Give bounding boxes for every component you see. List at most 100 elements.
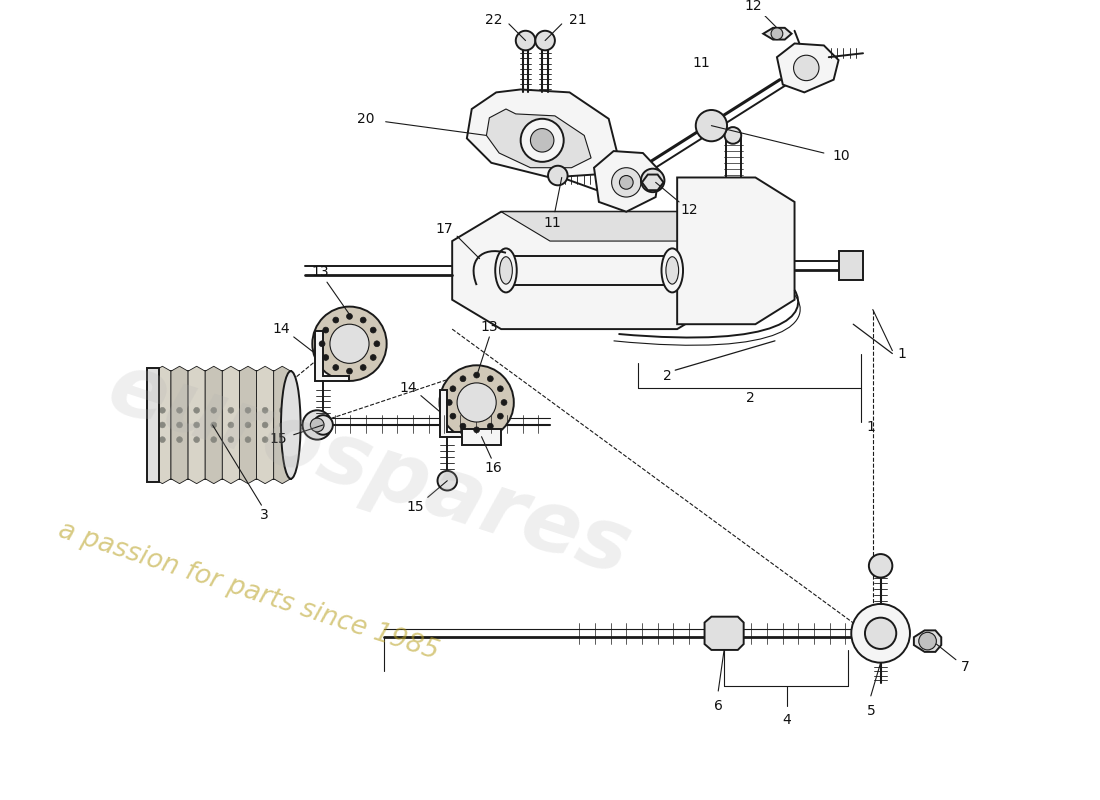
Circle shape (262, 422, 268, 428)
Polygon shape (274, 366, 290, 484)
Polygon shape (466, 90, 618, 178)
Polygon shape (222, 366, 240, 484)
Circle shape (502, 399, 507, 406)
Polygon shape (316, 331, 350, 381)
Circle shape (228, 422, 234, 428)
Polygon shape (462, 429, 502, 445)
Text: 1: 1 (898, 346, 906, 361)
Text: 1: 1 (867, 420, 876, 434)
Ellipse shape (495, 249, 517, 293)
Circle shape (279, 437, 285, 442)
Polygon shape (704, 617, 744, 650)
Ellipse shape (280, 371, 300, 478)
Circle shape (194, 437, 199, 442)
Polygon shape (147, 368, 158, 482)
Text: 6: 6 (714, 698, 723, 713)
Circle shape (302, 410, 332, 440)
Text: 5: 5 (867, 703, 876, 718)
Polygon shape (170, 366, 188, 484)
Circle shape (245, 437, 251, 442)
Ellipse shape (499, 257, 513, 284)
Circle shape (279, 422, 285, 428)
Circle shape (211, 437, 217, 442)
Text: 3: 3 (260, 508, 268, 522)
Polygon shape (154, 366, 170, 484)
Circle shape (474, 427, 480, 433)
Circle shape (211, 407, 217, 414)
Text: a passion for parts since 1985: a passion for parts since 1985 (55, 518, 442, 665)
Text: 2: 2 (746, 390, 755, 405)
Polygon shape (594, 151, 660, 212)
Text: 14: 14 (399, 381, 417, 394)
Circle shape (333, 317, 339, 323)
Text: eurospares: eurospares (98, 346, 641, 594)
Circle shape (346, 314, 352, 319)
Polygon shape (206, 366, 222, 484)
Text: 15: 15 (270, 432, 287, 446)
Circle shape (228, 437, 234, 442)
Text: 14: 14 (272, 322, 289, 336)
Circle shape (695, 110, 727, 142)
Circle shape (371, 327, 376, 333)
Polygon shape (678, 178, 794, 324)
Circle shape (530, 129, 554, 152)
Polygon shape (440, 390, 476, 437)
Circle shape (322, 327, 329, 333)
Circle shape (516, 30, 536, 50)
Circle shape (245, 407, 251, 414)
Circle shape (458, 383, 496, 422)
Circle shape (918, 632, 936, 650)
Circle shape (160, 422, 165, 428)
Text: 2: 2 (663, 369, 672, 383)
Circle shape (177, 437, 183, 442)
Circle shape (262, 407, 268, 414)
Text: 17: 17 (436, 222, 453, 236)
Circle shape (771, 28, 783, 39)
Text: 13: 13 (311, 266, 329, 279)
Circle shape (460, 423, 466, 429)
Text: 11: 11 (543, 217, 561, 230)
Text: 13: 13 (481, 320, 498, 334)
Text: 10: 10 (833, 149, 850, 163)
Polygon shape (256, 366, 274, 484)
Text: 20: 20 (358, 112, 375, 126)
Circle shape (279, 407, 285, 414)
Circle shape (793, 55, 820, 81)
Circle shape (374, 341, 379, 346)
Text: 15: 15 (406, 500, 424, 514)
Polygon shape (188, 366, 206, 484)
Circle shape (869, 554, 892, 578)
Circle shape (474, 372, 480, 378)
Circle shape (619, 175, 634, 190)
Polygon shape (838, 251, 864, 280)
Circle shape (262, 437, 268, 442)
Text: 7: 7 (961, 659, 970, 674)
Text: 4: 4 (782, 714, 791, 727)
Circle shape (177, 407, 183, 414)
Circle shape (194, 422, 199, 428)
Polygon shape (486, 109, 591, 168)
Circle shape (322, 354, 329, 360)
Circle shape (497, 414, 504, 419)
Polygon shape (642, 174, 663, 190)
Circle shape (319, 341, 324, 346)
Circle shape (360, 317, 366, 323)
Text: 11: 11 (693, 56, 711, 70)
Circle shape (438, 471, 458, 490)
Circle shape (447, 399, 452, 406)
Text: 21: 21 (569, 13, 586, 27)
Circle shape (851, 604, 910, 662)
Circle shape (245, 422, 251, 428)
Circle shape (487, 376, 493, 382)
Circle shape (160, 437, 165, 442)
Text: 22: 22 (484, 13, 502, 27)
Circle shape (450, 386, 455, 392)
Circle shape (497, 386, 504, 392)
Circle shape (330, 324, 369, 363)
Polygon shape (777, 43, 838, 92)
Circle shape (333, 365, 339, 370)
Circle shape (211, 422, 217, 428)
Text: 12: 12 (745, 0, 762, 14)
Circle shape (360, 365, 366, 370)
Circle shape (312, 306, 386, 381)
